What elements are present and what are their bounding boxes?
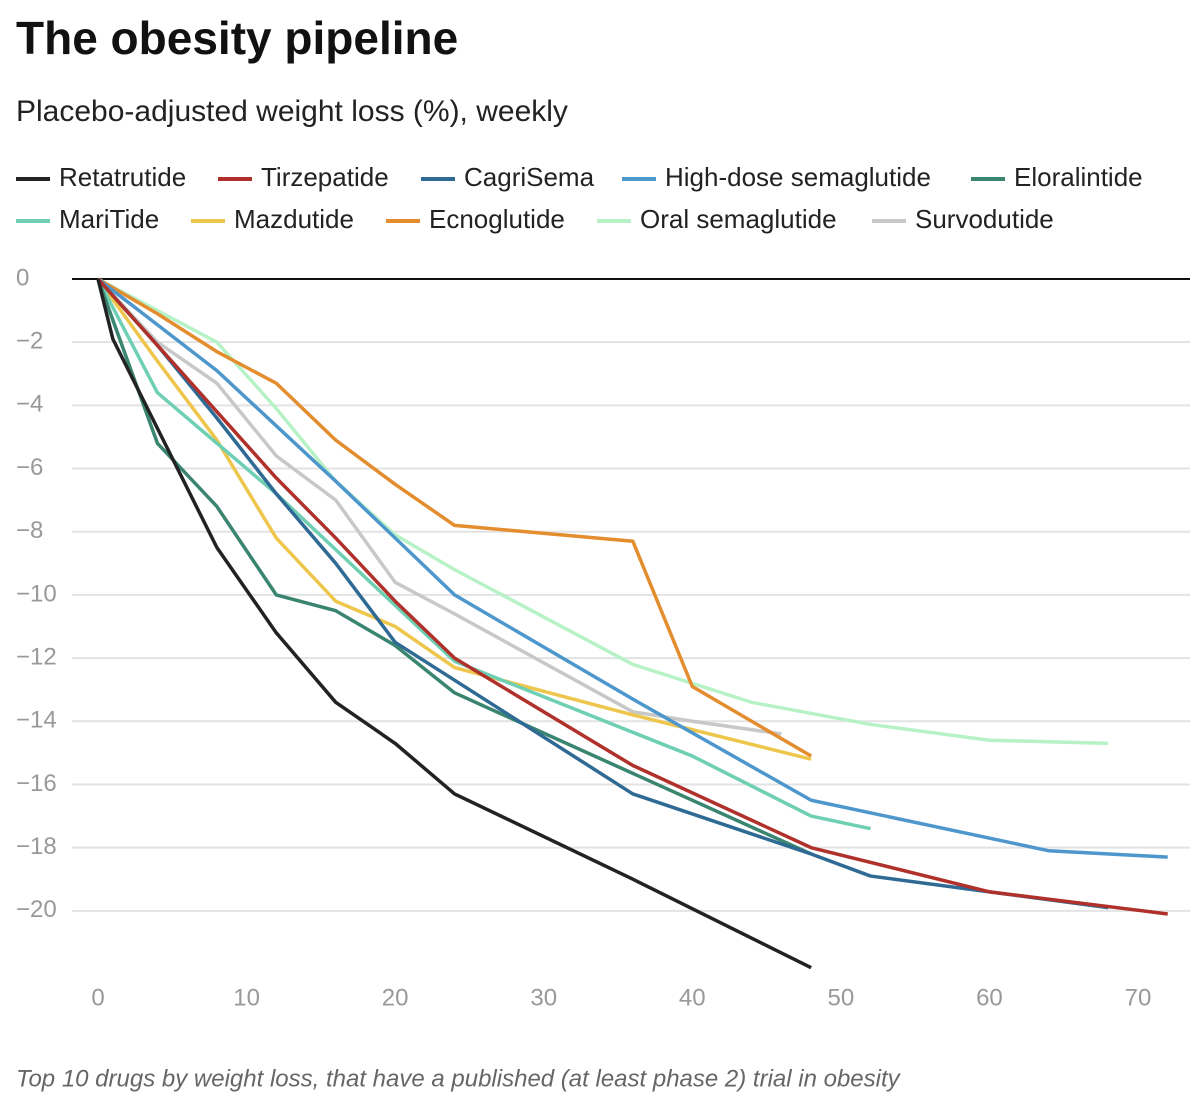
legend-label: Retatrutide	[59, 162, 186, 192]
footnote: Top 10 drugs by weight loss, that have a…	[16, 1065, 902, 1092]
series-line	[96, 277, 812, 761]
series-line	[96, 277, 782, 736]
x-tick-label: 60	[976, 984, 1003, 1011]
chart-title: The obesity pipeline	[16, 12, 458, 64]
y-tick-label: −8	[16, 517, 43, 544]
x-tick-label: 30	[530, 984, 557, 1011]
y-tick-label: −4	[16, 391, 43, 418]
chart-subtitle: Placebo-adjusted weight loss (%), weekly	[16, 95, 568, 128]
legend-label: Tirzepatide	[261, 162, 389, 192]
series-line	[96, 278, 871, 831]
series-line	[96, 278, 812, 970]
y-tick-label: −10	[16, 580, 57, 607]
x-tick-label: 50	[828, 984, 855, 1011]
x-tick-label: 40	[679, 984, 706, 1011]
series-line	[96, 277, 1168, 859]
y-tick-label: −14	[16, 707, 57, 734]
series-line	[96, 277, 1168, 916]
legend-label: Oral semaglutide	[640, 204, 837, 234]
legend-label: High-dose semaglutide	[665, 162, 931, 192]
legend-label: Survodutide	[915, 204, 1054, 234]
y-tick-label: −2	[16, 328, 43, 355]
legend-label: Eloralintide	[1014, 162, 1143, 192]
x-tick-label: 10	[233, 984, 260, 1011]
y-tick-label: −16	[16, 770, 57, 797]
x-tick-label: 0	[91, 984, 104, 1011]
y-tick-label: 0	[16, 264, 29, 291]
series-line	[96, 278, 812, 856]
legend-label: Ecnoglutide	[429, 204, 565, 234]
legend-label: CagriSema	[464, 162, 595, 192]
series-line	[96, 277, 1109, 910]
series-line	[97, 277, 1109, 746]
legend-label: MariTide	[59, 204, 159, 234]
y-tick-label: −20	[16, 896, 57, 923]
y-tick-label: −18	[16, 833, 57, 860]
x-tick-label: 20	[382, 984, 409, 1011]
y-tick-label: −6	[16, 454, 43, 481]
series-line	[97, 277, 813, 758]
x-tick-label: 70	[1125, 984, 1152, 1011]
y-tick-label: −12	[16, 643, 57, 670]
legend-label: Mazdutide	[234, 204, 354, 234]
